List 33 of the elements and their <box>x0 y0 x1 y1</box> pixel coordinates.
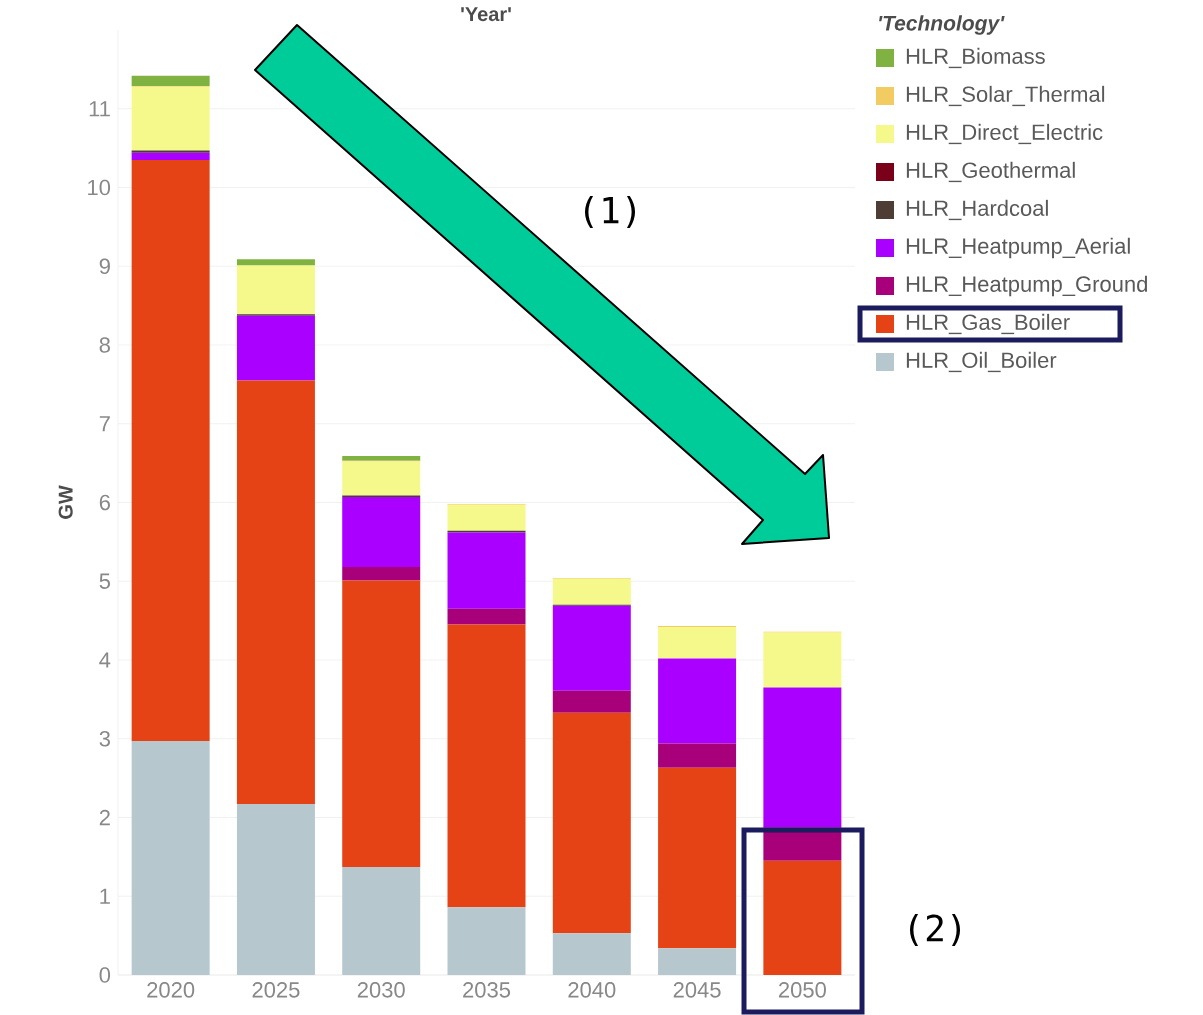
legend-label: HLR_Biomass <box>906 47 1045 69</box>
legend-label: HLR_Heatpump_Ground <box>906 275 1147 297</box>
x-tick-label: 2025 <box>252 982 300 998</box>
legend-label: HLR_Solar_Thermal <box>906 85 1105 107</box>
legend-label: HLR_Hardcoal <box>906 199 1048 221</box>
y-tick-label: 2 <box>99 809 110 826</box>
legend-label: HLR_Gas_Boiler <box>906 313 1070 335</box>
y-tick-label: 3 <box>99 730 110 747</box>
y-tick-label: 9 <box>99 258 110 275</box>
y-axis-title: GW <box>58 485 73 519</box>
y-tick-label: 6 <box>99 494 110 511</box>
y-tick-label: 8 <box>99 337 110 353</box>
y-tick-label: 7 <box>99 416 110 432</box>
y-tick-label: 1 <box>100 888 110 904</box>
x-tick-label: 2040 <box>568 982 616 998</box>
y-tick-label: 10 <box>88 179 111 196</box>
legend-label: HLR_Oil_Boiler <box>906 351 1057 373</box>
y-tick-label: 0 <box>99 967 111 983</box>
x-tick-label: 2020 <box>147 982 195 998</box>
x-tick-label: 2050 <box>779 982 826 998</box>
y-tick-label: 11 <box>89 101 110 117</box>
x-tick-label: 2045 <box>673 982 721 998</box>
legend-label: HLR_Geothermal <box>906 161 1075 183</box>
text: (2) <box>910 913 961 947</box>
legend-label: HLR_Direct_Electric <box>906 123 1103 145</box>
y-tick-label: 4 <box>99 652 111 668</box>
y-tick-label: 5 <box>99 573 110 589</box>
legend-label: HLR_Heatpump_Aerial <box>906 237 1130 259</box>
annotation: (1) <box>585 195 636 228</box>
legend-title: 'Technology' <box>879 15 1005 35</box>
chart-title: 'Year' <box>461 7 511 22</box>
x-tick-label: 2030 <box>357 982 405 998</box>
x-tick-label: 2035 <box>463 982 511 998</box>
